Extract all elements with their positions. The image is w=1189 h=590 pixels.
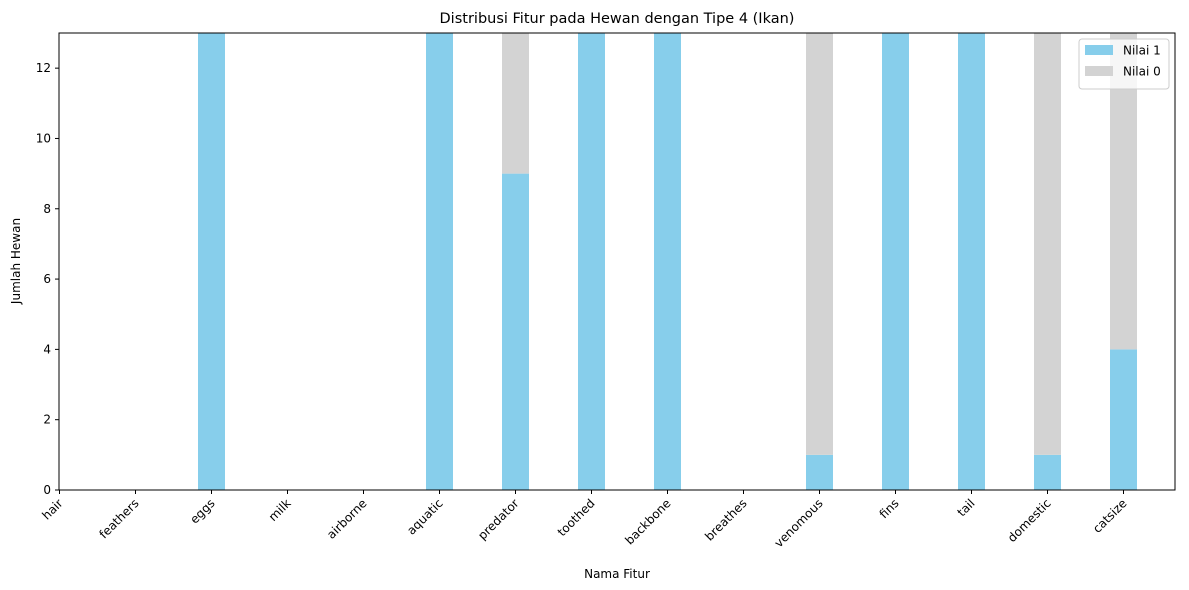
bar-fins-series-1: [882, 33, 909, 490]
x-tick-label: tail: [954, 496, 977, 519]
y-tick-label: 4: [43, 342, 51, 356]
x-ticks: hair feathers eggs milk airborne aquatic preda…: [39, 490, 1130, 550]
legend-swatch: [1085, 45, 1113, 55]
bar-venomous-series-2: [806, 33, 833, 455]
y-tick-label: 6: [43, 272, 51, 286]
x-tick-label: toothed: [555, 496, 598, 539]
y-ticks: 0 2 4 6 8 10 12: [36, 61, 59, 497]
x-tick-label: eggs: [187, 496, 217, 526]
legend: Nilai 1 Nilai 0: [1078, 38, 1170, 90]
chart-title: Distribusi Fitur pada Hewan dengan Tipe …: [440, 11, 795, 27]
bar-backbone-series-1: [654, 33, 681, 490]
bar-tail-series-1: [958, 33, 985, 490]
y-tick-label: 0: [43, 483, 51, 497]
bar-toothed-series-1: [578, 33, 605, 490]
x-tick-label: predator: [475, 496, 521, 542]
bars-layer: [198, 33, 1137, 490]
bar-predator-series-2: [502, 33, 529, 174]
x-tick-label: domestic: [1005, 496, 1054, 545]
x-tick-label: fins: [877, 496, 902, 521]
bar-venomous-series-1: [806, 454, 833, 490]
y-tick-label: 2: [43, 413, 51, 427]
x-tick-label: venomous: [772, 496, 826, 550]
y-tick-label: 10: [36, 131, 51, 145]
y-axis-label: Jumlah Hewan: [9, 218, 23, 305]
y-tick-label: 8: [43, 202, 51, 216]
bar-catsize-series-1: [1110, 349, 1137, 490]
bar-predator-series-1: [502, 173, 529, 490]
x-tick-label: catsize: [1090, 496, 1130, 536]
x-tick-label: aquatic: [404, 496, 445, 537]
legend-label: Nilai 1: [1123, 44, 1161, 58]
bar-domestic-series-1: [1034, 454, 1061, 490]
legend-swatch: [1085, 66, 1113, 76]
x-tick-label: airborne: [324, 496, 369, 541]
x-tick-label: hair: [39, 496, 65, 522]
x-axis-label: Nama Fitur: [584, 567, 650, 581]
bar-aquatic-series-1: [426, 33, 453, 490]
bar-eggs-series-1: [198, 33, 225, 490]
y-tick-label: 12: [36, 61, 51, 75]
x-tick-label: feathers: [96, 496, 141, 541]
x-tick-label: milk: [266, 496, 294, 524]
legend-label: Nilai 0: [1123, 65, 1161, 79]
bar-domestic-series-2: [1034, 33, 1061, 455]
x-tick-label: backbone: [622, 496, 673, 547]
x-tick-label: breathes: [702, 496, 749, 543]
plot-frame: [58, 32, 1176, 491]
